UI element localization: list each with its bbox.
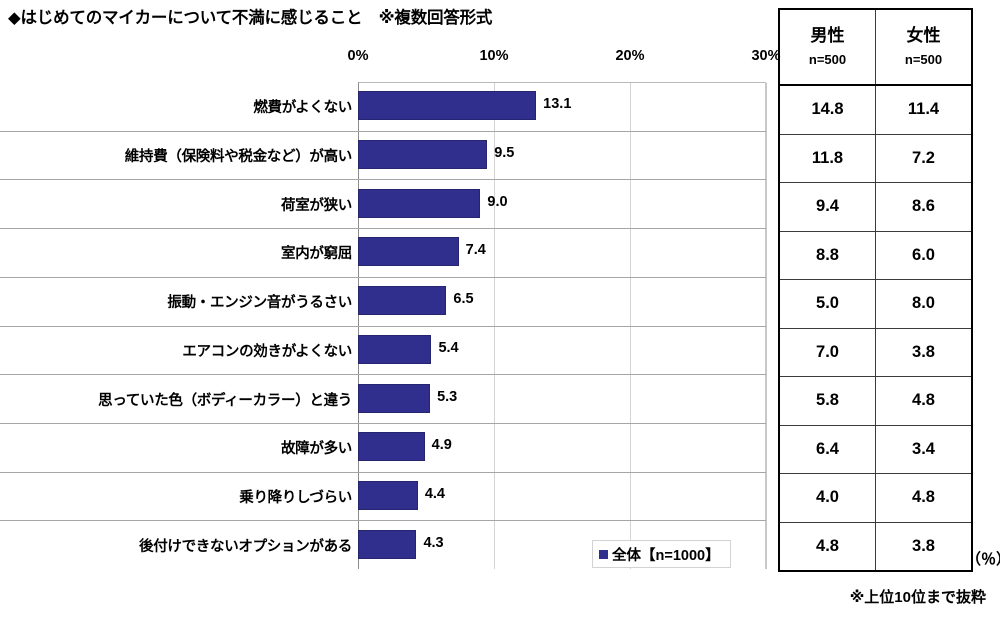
row-separator: [0, 374, 766, 376]
table-cell-male: 6.4: [778, 424, 876, 474]
table-row: 11.8 7.2: [778, 133, 973, 183]
table-cell-female: 11.4: [875, 84, 973, 135]
row-separator: [0, 520, 766, 522]
table-header-male-label: 男性: [810, 25, 845, 45]
table-body: 14.8 11.4 11.8 7.2 9.4 8.6 8.8 6.0 5.0 8.0 7.0 3.8 5…: [778, 84, 973, 572]
bar: [358, 383, 431, 413]
category-label: 燃費がよくない: [253, 100, 352, 117]
x-axis-tick-30: 30%: [751, 48, 781, 64]
table-header-female: 女性 n=500: [875, 8, 973, 86]
table-cell-male: 4.0: [778, 473, 876, 523]
row-separator: [0, 179, 766, 181]
bar-value-label: 9.0: [487, 193, 508, 210]
table-cell-female: 8.0: [875, 279, 973, 329]
percent-unit-label: （％）: [966, 551, 1000, 568]
category-label: 乗り降りしづらい: [239, 489, 352, 506]
row-separator: [0, 471, 766, 473]
page-title: ◆はじめてのマイカーについて不満に感じること ※複数回答形式: [8, 9, 493, 27]
table-cell-female: 3.8: [875, 521, 973, 572]
table-cell-male: 4.8: [778, 521, 876, 572]
table-cell-female: 4.8: [875, 376, 973, 426]
table-header-female-n: n=500: [904, 52, 943, 68]
bar-value-label: 7.4: [465, 242, 486, 259]
table-header-row: 男性 n=500 女性 n=500: [778, 8, 973, 86]
table-cell-female: 3.8: [875, 327, 973, 377]
category-label: 振動・エンジン音がうるさい: [167, 295, 352, 312]
legend-label: 全体【n=1000】: [612, 547, 720, 564]
x-axis-tick-0: 0%: [347, 48, 369, 64]
category-label: 後付けできないオプションがある: [139, 538, 352, 555]
row-separator: [0, 276, 766, 278]
footnote: ※上位10位まで抜粋: [849, 589, 986, 606]
table-cell-male: 11.8: [778, 133, 876, 183]
bar: [358, 286, 447, 316]
category-label: 室内が窮屈: [281, 246, 352, 263]
table-cell-male: 8.8: [778, 230, 876, 280]
bar-value-label: 6.5: [453, 291, 474, 308]
row-separator: [0, 422, 766, 424]
table-cell-male: 7.0: [778, 327, 876, 377]
gridline-30: [766, 83, 767, 569]
bar-value-label: 9.5: [494, 145, 515, 162]
bar: [358, 237, 459, 267]
table-header-female-label: 女性: [906, 25, 941, 45]
table-cell-female: 6.0: [875, 230, 973, 280]
x-axis-tick-20: 20%: [615, 48, 645, 64]
table-cell-male: 9.4: [778, 182, 876, 232]
table-cell-female: 3.4: [875, 424, 973, 474]
bar: [358, 91, 537, 121]
x-axis-tick-10: 10%: [479, 48, 509, 64]
table-cell-female: 8.6: [875, 182, 973, 232]
bar: [358, 188, 481, 218]
bar: [358, 480, 418, 510]
category-label: 維持費（保険料や税金など）が高い: [124, 149, 353, 166]
bar-value-label: 4.3: [423, 534, 444, 551]
table-header-male: 男性 n=500: [778, 8, 876, 86]
category-label: 荷室が狭い: [281, 197, 352, 214]
table-cell-male: 5.0: [778, 279, 876, 329]
table-cell-female: 4.8: [875, 473, 973, 523]
row-separator: [0, 325, 766, 327]
table-header-male-n: n=500: [808, 52, 847, 68]
table-row: 7.0 3.8: [778, 327, 973, 377]
bar-value-label: 13.1: [543, 96, 572, 113]
square-marker-icon: [599, 549, 608, 559]
table-cell-male: 5.8: [778, 376, 876, 426]
category-label: 思っていた色（ボディーカラー）と違う: [98, 392, 352, 409]
bar: [358, 529, 417, 559]
bar-value-label: 5.3: [437, 388, 458, 405]
table-row: 5.0 8.0: [778, 279, 973, 329]
bar: [358, 140, 488, 170]
table-row: 8.8 6.0: [778, 230, 973, 280]
bar: [358, 432, 425, 462]
table-row: 4.0 4.8: [778, 473, 973, 523]
table-cell-male: 14.8: [778, 84, 876, 135]
category-label: エアコンの効きがよくない: [182, 343, 352, 360]
bar: [358, 334, 432, 364]
table-row: 4.8 3.8: [778, 521, 973, 572]
bar-value-label: 4.9: [431, 437, 452, 454]
table-row: 6.4 3.4: [778, 424, 973, 474]
bar-value-label: 5.4: [438, 339, 459, 356]
chart-legend: 全体【n=1000】: [592, 540, 731, 568]
row-separator: [0, 130, 766, 132]
table-row: 5.8 4.8: [778, 376, 973, 426]
category-label: 故障が多い: [281, 441, 352, 458]
table-row: 9.4 8.6: [778, 182, 973, 232]
bar-value-label: 4.4: [424, 485, 445, 502]
table-row: 14.8 11.4: [778, 84, 973, 135]
gender-breakdown-table: 男性 n=500 女性 n=500 14.8 11.4 11.8 7.2 9.4 8.6 8…: [778, 8, 973, 572]
table-cell-female: 7.2: [875, 133, 973, 183]
row-separator: [0, 228, 766, 230]
